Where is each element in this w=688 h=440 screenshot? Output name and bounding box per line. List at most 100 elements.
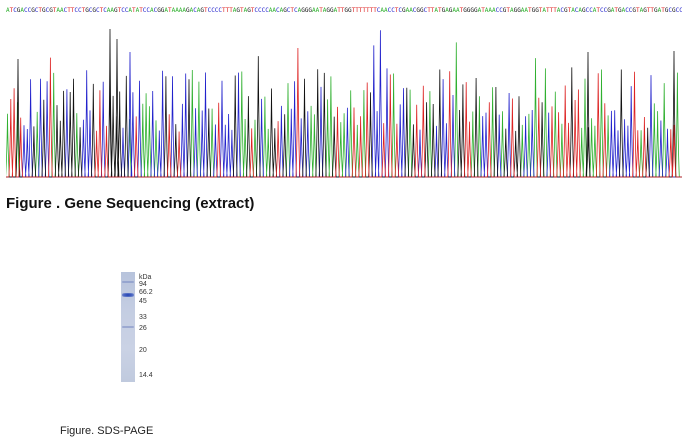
base-call-letter: T <box>550 7 554 14</box>
base-call-letter: C <box>424 7 428 14</box>
base-call-letter: T <box>10 7 14 14</box>
base-call-letter: C <box>89 7 93 14</box>
base-call-letter: C <box>46 7 50 14</box>
base-call-letter: T <box>222 7 226 14</box>
base-call-letter: G <box>474 7 478 14</box>
base-call-letter: A <box>384 7 388 14</box>
base-call-letter: C <box>294 7 298 14</box>
protein-band <box>122 293 134 297</box>
base-call-letter: T <box>661 7 665 14</box>
base-call-letter: G <box>607 7 611 14</box>
base-call-letter: G <box>283 7 287 14</box>
base-call-letter: T <box>118 7 122 14</box>
base-call-letter: A <box>110 7 114 14</box>
base-call-letter: T <box>229 7 233 14</box>
base-call-letter: G <box>463 7 467 14</box>
base-call-letter: T <box>204 7 208 14</box>
base-call-letter: G <box>157 7 161 14</box>
base-call-letter: A <box>456 7 460 14</box>
base-call-letter: A <box>524 7 528 14</box>
base-call-letter: G <box>49 7 53 14</box>
base-call-letter: C <box>121 7 125 14</box>
base-call-letter: G <box>92 7 96 14</box>
base-call-letter: G <box>348 7 352 14</box>
base-call-letter: A <box>190 7 194 14</box>
sds-page-caption: Figure. SDS-PAGE <box>60 425 154 437</box>
base-call-letter: C <box>64 7 68 14</box>
trace-T <box>6 47 682 178</box>
base-call-letter: C <box>193 7 197 14</box>
base-call-letter: G <box>672 7 676 14</box>
base-call-letter: T <box>67 7 71 14</box>
base-call-letter: C <box>146 7 150 14</box>
base-call-letter: C <box>254 7 258 14</box>
base-call-letter: T <box>53 7 57 14</box>
base-call-letter: C <box>589 7 593 14</box>
marker-label-45: 45 <box>139 298 147 305</box>
base-call-letter: C <box>24 7 28 14</box>
base-call-letter: T <box>290 7 294 14</box>
base-call-letter: A <box>521 7 525 14</box>
base-call-letter: G <box>632 7 636 14</box>
base-call-letter: T <box>395 7 399 14</box>
base-call-letter: G <box>564 7 568 14</box>
base-call-letter: T <box>71 7 75 14</box>
sds-page-gel <box>121 272 151 384</box>
base-call-letter: A <box>179 7 183 14</box>
base-call-letter: G <box>330 7 334 14</box>
base-call-letter: A <box>380 7 384 14</box>
base-call-letter: A <box>409 7 413 14</box>
base-call-letter: C <box>600 7 604 14</box>
base-call-letter: T <box>427 7 431 14</box>
base-call-letter: T <box>240 7 244 14</box>
base-call-letter: A <box>233 7 237 14</box>
base-call-letter: A <box>164 7 168 14</box>
base-call-letter: G <box>532 7 536 14</box>
base-call-letter: C <box>668 7 672 14</box>
base-call-letter: T <box>341 7 345 14</box>
base-call-letter: T <box>337 7 341 14</box>
base-call-letter: A <box>452 7 456 14</box>
base-call-letter: A <box>334 7 338 14</box>
base-call-letter: A <box>6 7 10 14</box>
base-call-letter: T <box>352 7 356 14</box>
base-call-letter: G <box>305 7 309 14</box>
base-call-letter: C <box>560 7 564 14</box>
base-call-letter: C <box>265 7 269 14</box>
base-call-letter: T <box>355 7 359 14</box>
base-call-letter: G <box>467 7 471 14</box>
base-call-letter: G <box>42 7 46 14</box>
base-call-letter: T <box>366 7 370 14</box>
base-call-letter: T <box>650 7 654 14</box>
base-call-letter: C <box>96 7 100 14</box>
base-call-letter: A <box>434 7 438 14</box>
marker-label-66: 66.2 <box>139 289 153 296</box>
base-call-letter: T <box>438 7 442 14</box>
marker-label-33: 33 <box>139 314 147 321</box>
base-call-letter: A <box>478 7 482 14</box>
base-call-letter: T <box>168 7 172 14</box>
base-call-letter: T <box>38 7 42 14</box>
base-call-letter: C <box>377 7 381 14</box>
base-call-letter: C <box>74 7 78 14</box>
base-call-letter: T <box>568 7 572 14</box>
base-call-letter: A <box>492 7 496 14</box>
base-call-letter: A <box>316 7 320 14</box>
base-call-letter: C <box>625 7 629 14</box>
base-call-letter: A <box>244 7 248 14</box>
base-call-letter: G <box>326 7 330 14</box>
base-call-letter: C <box>262 7 266 14</box>
base-call-letter: G <box>582 7 586 14</box>
base-call-letter: A <box>60 7 64 14</box>
base-call-letter: C <box>629 7 633 14</box>
base-call-letter: T <box>132 7 136 14</box>
base-call-letter: A <box>445 7 449 14</box>
base-call-letter: G <box>470 7 474 14</box>
base-call-letter: A <box>182 7 186 14</box>
base-call-letter: T <box>139 7 143 14</box>
base-call-letter: G <box>442 7 446 14</box>
base-call-letter: G <box>416 7 420 14</box>
base-call-letter: G <box>308 7 312 14</box>
marker-label-26: 26 <box>139 325 147 332</box>
